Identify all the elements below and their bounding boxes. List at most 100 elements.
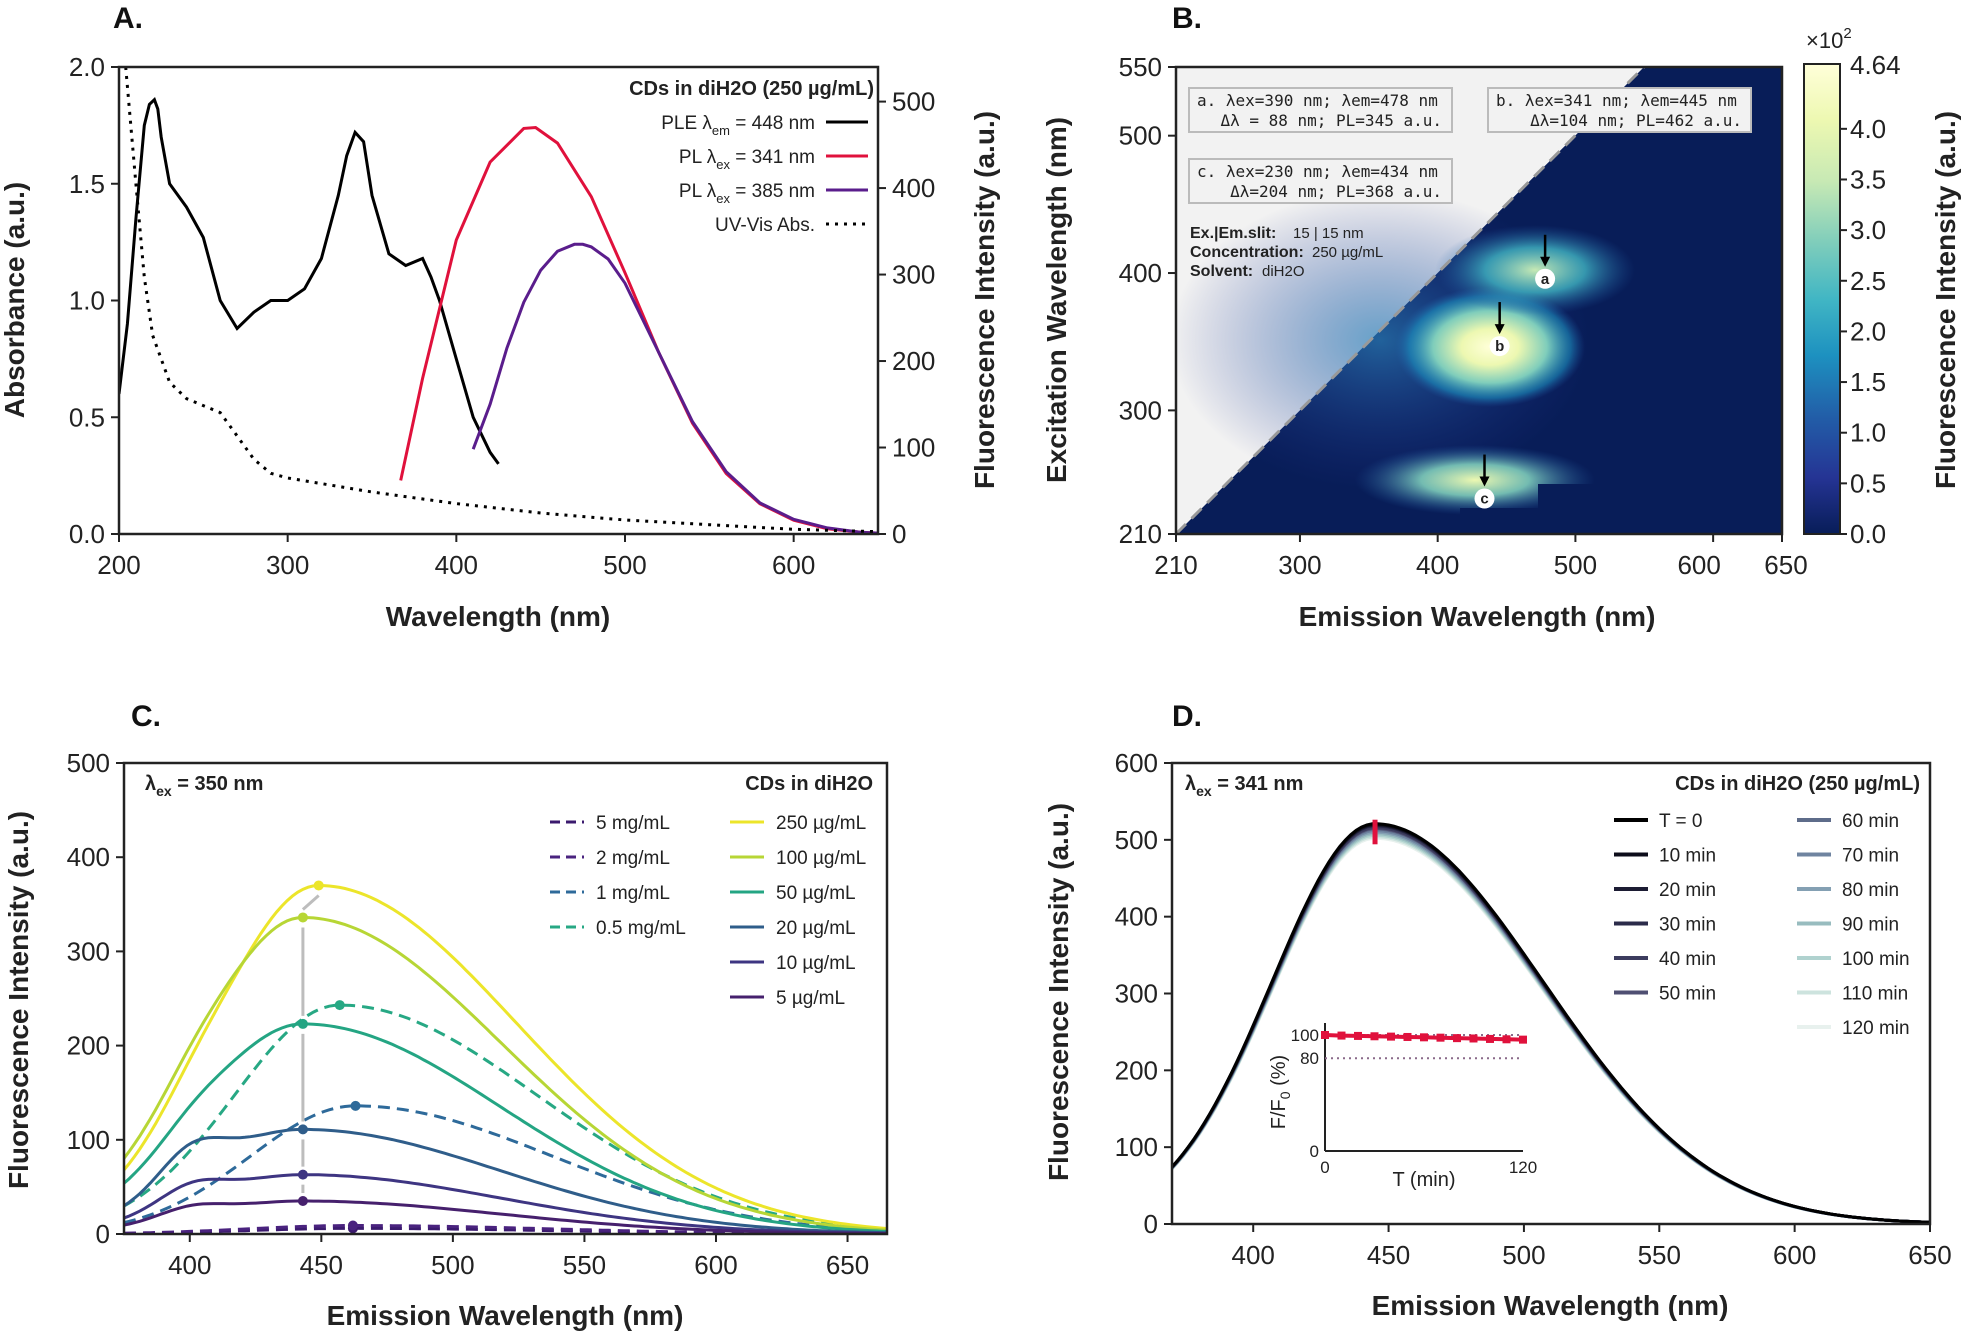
legend-label: 5 mg/mL [596, 813, 670, 834]
panel-b-frame [1174, 65, 1784, 536]
panel-c-series-7 [124, 1127, 887, 1234]
panel-b: B. a. λex=390 nm; λem=478 nm Δλ = 88 nm;… [1041, 2, 1961, 632]
inset-x-tick-label: 120 [1509, 1158, 1537, 1177]
panel-d-plot-area [1172, 819, 1930, 1224]
colorbar-tick-label: 1.0 [1850, 418, 1886, 448]
legend-label-3: UV-Vis Abs. [715, 215, 815, 236]
panel-c-x-axis-label: Emission Wavelength (nm) [327, 1300, 684, 1331]
panel-c-peak-dot-4 [313, 880, 324, 891]
panel-d-series-11 [1172, 835, 1930, 1224]
panel-d: D. 400 450 500 550 600 650 0 100 200 300 400 500 60… [1043, 700, 1952, 1321]
panel-c-plot-area [124, 880, 887, 1234]
panel-b-x-ticks: 210 300 400 500 600 650 [1154, 534, 1808, 580]
panel-d-y-ticks: 0 100 200 300 400 500 600 [1115, 748, 1172, 1239]
inset-y-tick-label: 80 [1300, 1049, 1319, 1068]
panel-c-series-6 [124, 1022, 887, 1233]
peak-marker-label: b [1495, 338, 1504, 355]
peak-marker [1489, 336, 1510, 357]
panel-d-series-2 [1172, 823, 1930, 1224]
legend-label: 50 min [1659, 984, 1716, 1005]
inset-point [1354, 1031, 1362, 1040]
panel-d-excitation-label: λex = 341 nm [1185, 773, 1303, 799]
panel-a-x-ticks: 200 300 400 500 600 [97, 534, 815, 580]
panel-d-y-axis-label: Fluorescence Intensity (a.u.) [1043, 803, 1074, 1181]
peak-marker [1474, 488, 1495, 509]
y-tick-label: 400 [67, 842, 110, 872]
panel-c-peak-dot-2 [350, 1100, 361, 1111]
panel-b-peak-markers: a b c [1474, 234, 1556, 509]
legend-label: 10 min [1659, 846, 1716, 867]
panel-b-y-axis-label: Excitation Wavelength (nm) [1041, 117, 1072, 483]
x-tick-label: 600 [1677, 550, 1720, 580]
panel-c-series-4 [124, 883, 887, 1230]
annotation-box-c [1188, 158, 1453, 204]
panel-a-label: A. [113, 2, 143, 35]
panel-d-series-3 [1172, 824, 1930, 1224]
panel-c-peak-dot-9 [297, 1196, 308, 1207]
panel-c-x-ticks: 400 450 500 550 600 650 [168, 1234, 869, 1280]
x-tick-label: 400 [1416, 550, 1459, 580]
legend-label: 80 min [1842, 880, 1899, 901]
y-tick-label-right: 100 [892, 433, 935, 463]
colorbar-tick-label: 0.0 [1850, 519, 1886, 549]
y-tick-label: 400 [1115, 902, 1158, 932]
panel-c-excitation-label: λex = 350 nm [145, 773, 263, 799]
panel-c-series-5 [124, 915, 887, 1232]
panel-a-y-ticks-left: 0.0 0.5 1.0 1.5 2.0 [69, 52, 119, 549]
panel-a-series-2 [471, 242, 878, 534]
x-tick-label: 500 [1502, 1240, 1545, 1270]
peak-arrow-head [1540, 256, 1551, 267]
legend-label: 50 µg/mL [776, 883, 856, 904]
panel-c-peak-dot-1 [347, 1220, 358, 1231]
panel-d-x-axis-label: Emission Wavelength (nm) [1372, 1290, 1729, 1321]
x-tick-label: 450 [300, 1250, 343, 1280]
y-tick-label: 2.0 [69, 52, 105, 82]
legend-label: 250 µg/mL [776, 813, 866, 834]
panel-a-frame [117, 65, 880, 536]
panel-c-series-9 [124, 1199, 887, 1234]
y-tick-label: 0.0 [69, 519, 105, 549]
x-tick-label: 300 [1278, 550, 1321, 580]
panel-c-peak-dot-3 [334, 1000, 345, 1011]
x-tick-label: 200 [97, 550, 140, 580]
peak-marker [1535, 268, 1556, 289]
x-tick-label: 500 [431, 1250, 474, 1280]
colorbar-tick-label: 3.0 [1850, 215, 1886, 245]
panel-b-heatmap [1176, 67, 1782, 534]
info-conc-label: Concentration: [1190, 244, 1304, 261]
y-tick-label-right: 500 [892, 87, 935, 117]
legend-label: 20 min [1659, 880, 1716, 901]
legend-label: 70 min [1842, 846, 1899, 867]
heatmap-peak-c-region [1355, 445, 1595, 515]
y-tick-label: 600 [1115, 748, 1158, 778]
legend-label: 5 µg/mL [776, 988, 845, 1009]
panel-a-plot-area [119, 67, 878, 534]
panel-c-peak-dot-7 [297, 1124, 308, 1135]
colorbar-tick-label: 2.5 [1850, 266, 1886, 296]
panel-a: A. 200 300 400 500 600 0.0 0.5 1.0 1.5 2.0 0 100 2… [0, 2, 1000, 632]
colorbar-tick-label: 3.5 [1850, 164, 1886, 194]
info-conc-value: 250 µg/mL [1312, 244, 1383, 261]
y-tick-label: 100 [67, 1125, 110, 1155]
y-tick-label: 550 [1119, 52, 1162, 82]
diagonal-line [1176, 67, 1646, 534]
peak-marker-label: c [1480, 491, 1488, 508]
annotation-box-a [1188, 87, 1453, 133]
panel-d-inset: 0 80 100 0 120 T (min) F/F0 (%) [1268, 1023, 1537, 1191]
legend-label: 40 min [1659, 949, 1716, 970]
y-tick-label: 1.0 [69, 286, 105, 316]
inset-point [1453, 1034, 1461, 1043]
legend-label: 110 min [1842, 984, 1908, 1005]
x-tick-label: 400 [435, 550, 478, 580]
inset-point [1486, 1034, 1494, 1043]
panel-c-peak-dot-5 [297, 912, 308, 923]
inset-point [1370, 1032, 1379, 1041]
peak-arrow-head [1479, 476, 1490, 487]
y-tick-label: 0 [96, 1219, 110, 1249]
panel-a-legend: PLE λem = 448 nm PL λex = 341 nm PL λex = … [661, 113, 868, 236]
panel-c-frame [122, 761, 889, 1236]
heatmap-masked-secondorder [1460, 366, 1782, 534]
y-tick-label-right: 300 [892, 260, 935, 290]
panel-a-series-3 [124, 67, 878, 534]
